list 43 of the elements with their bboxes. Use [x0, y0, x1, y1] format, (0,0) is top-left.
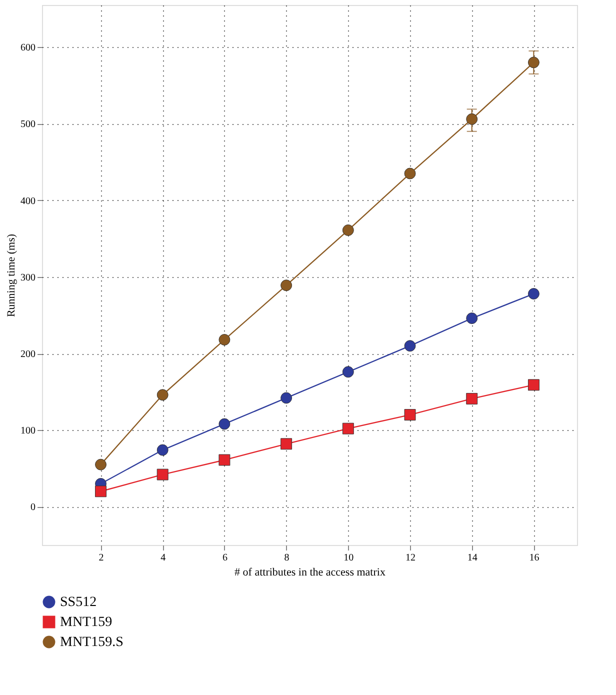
point: [342, 366, 354, 378]
point: [466, 113, 478, 125]
x-tick-label: 6: [222, 552, 228, 564]
point: [528, 56, 540, 68]
x-tick-label: 4: [160, 552, 166, 564]
point: [404, 409, 416, 421]
point: [528, 379, 540, 391]
x-tick-label: 16: [529, 552, 540, 564]
x-tick-label: 12: [406, 552, 416, 564]
point: [404, 340, 416, 352]
y-axis-title: Running time (ms): [6, 234, 18, 318]
point: [342, 224, 354, 236]
point: [95, 486, 106, 498]
point: [156, 389, 168, 401]
point: [280, 280, 292, 292]
x-tick-label: 10: [344, 552, 354, 564]
y-tick-label: 600: [20, 42, 36, 54]
point: [95, 458, 106, 470]
point: [218, 334, 230, 346]
y-tick-label: 200: [20, 349, 36, 360]
legend-label: MNT159.S: [60, 635, 124, 650]
point: [156, 468, 168, 480]
y-tick-label: 300: [20, 272, 36, 284]
point: [218, 418, 230, 430]
point: [342, 422, 354, 434]
x-tick-label: 2: [98, 552, 104, 564]
point: [528, 288, 540, 300]
y-tick-label: 0: [30, 502, 36, 514]
point: [218, 454, 230, 466]
point: [466, 392, 478, 404]
y-tick-label: 100: [20, 426, 36, 437]
x-tick-label: 14: [467, 552, 478, 564]
x-tick-label: 8: [284, 552, 290, 564]
legend-label: MNT159: [60, 615, 112, 630]
point: [280, 392, 292, 404]
point: [404, 168, 416, 180]
y-tick-label: 500: [20, 119, 36, 130]
y-tick-label: 400: [20, 196, 36, 207]
point: [280, 438, 292, 450]
point: [466, 312, 478, 324]
x-axis-title: # of attributes in the access matrix: [234, 566, 386, 578]
legend-label: SS512: [60, 595, 97, 610]
point: [156, 444, 168, 456]
